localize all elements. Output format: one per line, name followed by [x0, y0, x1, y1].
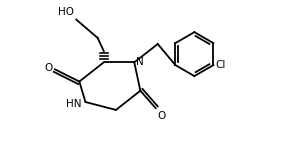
Text: HO: HO: [58, 7, 74, 17]
Text: O: O: [157, 111, 165, 121]
Text: Cl: Cl: [215, 60, 226, 70]
Text: O: O: [44, 63, 52, 73]
Text: N: N: [136, 57, 144, 67]
Text: HN: HN: [66, 99, 82, 108]
